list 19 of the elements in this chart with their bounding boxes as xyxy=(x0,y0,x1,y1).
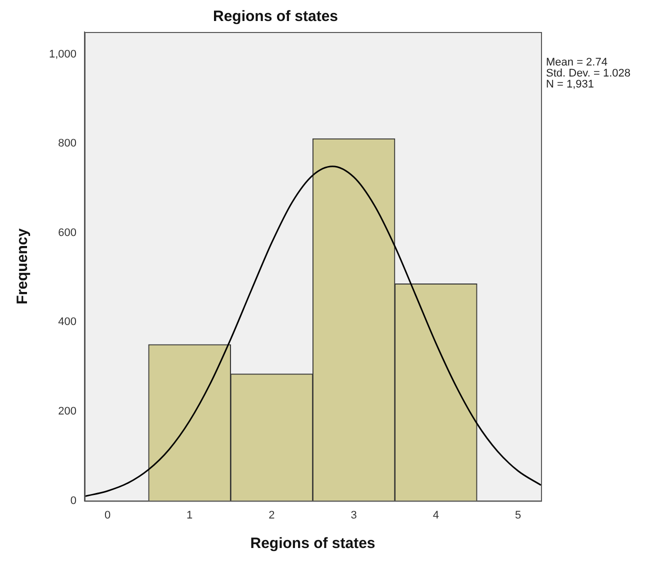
chart-title: Regions of states xyxy=(212,8,338,26)
y-tick-label: 200 xyxy=(58,406,77,418)
text: Std. Dev. = 1.028 xyxy=(546,68,630,80)
x-tick-label: 0 xyxy=(104,509,111,522)
text: Mean = 2.74 xyxy=(546,56,608,69)
x-axis-title: Regions of states xyxy=(250,535,376,552)
y-tick-label: 1,000 xyxy=(48,48,77,60)
y-tick-label: 0 xyxy=(70,494,77,507)
text: N = 1,931 xyxy=(546,78,594,91)
y-tick-label: 400 xyxy=(58,316,77,328)
line-series xyxy=(84,166,541,498)
x-tick-label: 1 xyxy=(186,509,193,522)
y-tick-label: 800 xyxy=(58,138,77,150)
y-tick-label: 600 xyxy=(58,226,77,239)
x-tick-label: 5 xyxy=(514,509,522,522)
y-axis-title: Frequency xyxy=(14,228,32,304)
x-tick-label: 4 xyxy=(432,509,439,522)
x-tick-label: 3 xyxy=(350,509,357,522)
x-tick-label: 2 xyxy=(268,509,275,522)
